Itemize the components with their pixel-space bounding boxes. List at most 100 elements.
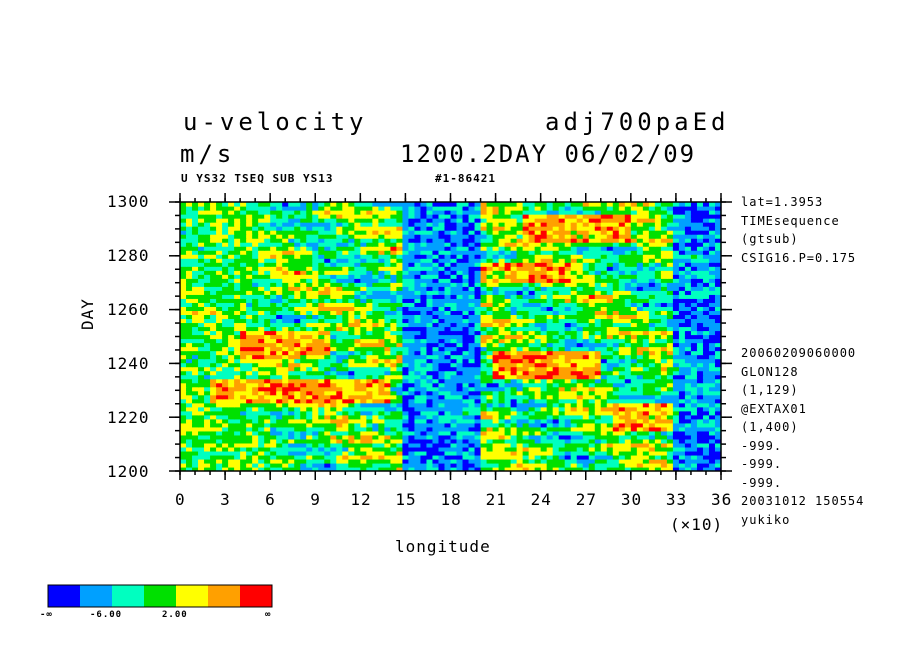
heatmap-cell [426,358,434,364]
heatmap-cell [258,262,265,267]
heatmap-cell [582,450,590,456]
heatmap-cell [180,266,187,271]
heatmap-cell [294,334,301,340]
heatmap-cell [594,270,602,275]
heatmap-cell [210,350,217,356]
heatmap-cell [270,270,277,275]
heatmap-cell [384,382,391,388]
heatmap-cell [462,458,470,464]
heatmap-cell [402,298,410,303]
heatmap-cell [300,342,307,348]
heatmap-cell [336,430,343,436]
heatmap-cell [270,286,277,291]
heatmap-cell [642,458,650,464]
heatmap-cell [582,290,590,295]
heatmap-cell [450,262,458,267]
heatmap-cell [282,438,289,444]
heatmap-cell [432,410,440,416]
heatmap-cell [684,434,692,440]
heatmap-cell [546,254,554,259]
heatmap-cell [246,378,253,384]
heatmap-cell [276,466,283,471]
heatmap-cell [672,294,680,299]
heatmap-cell [372,418,379,424]
heatmap-cell [324,342,331,348]
heatmap-cell [312,290,319,295]
heatmap-cell [474,354,482,360]
heatmap-cell [708,390,716,396]
heatmap-cell [588,458,596,464]
heatmap-cell [576,262,584,267]
heatmap-cell [198,314,205,320]
heatmap-cell [276,258,283,263]
heatmap-cell [564,398,572,404]
heatmap-cell [420,390,428,396]
heatmap-cell [324,350,331,356]
heatmap-cell [396,318,404,324]
heatmap-cell [624,362,632,368]
heatmap-cell [276,362,283,368]
heatmap-cell [630,410,638,416]
heatmap-cell [516,390,524,396]
heatmap-cell [474,406,482,412]
heatmap-cell [354,290,361,295]
heatmap-cell [474,310,482,316]
heatmap-cell [612,422,620,428]
heatmap-cell [474,274,482,279]
heatmap-cell [678,382,686,388]
heatmap-cell [378,374,385,380]
heatmap-cell [588,414,596,420]
heatmap-cell [414,306,422,311]
heatmap-cell [294,438,301,444]
heatmap-cell [420,258,428,263]
heatmap-cell [300,382,307,388]
heatmap-cell [594,434,602,440]
heatmap-cell [324,274,331,279]
heatmap-cell [204,346,211,352]
heatmap-cell [570,274,578,279]
heatmap-cell [606,294,614,299]
heatmap-cell [276,406,283,412]
heatmap-cell [180,322,187,328]
heatmap-cell [282,394,289,400]
heatmap-cell [522,398,530,404]
heatmap-cell [270,390,277,396]
heatmap-cell [474,290,482,295]
heatmap-cell [360,350,367,356]
heatmap-cell [282,358,289,364]
heatmap-cell [186,250,193,255]
heatmap-cell [456,286,464,291]
heatmap-cell [624,282,632,287]
heatmap-cell [408,270,416,275]
heatmap-cell [468,334,476,340]
heatmap-cell [516,394,524,400]
heatmap-cell [204,434,211,440]
heatmap-cell [654,286,662,291]
heatmap-cell [588,454,596,460]
heatmap-cell [252,314,259,320]
heatmap-cell [270,342,277,348]
heatmap-cell [384,362,391,368]
heatmap-cell [648,430,656,436]
heatmap-cell [252,310,259,316]
heatmap-cell [198,290,205,295]
heatmap-cell [594,322,602,328]
heatmap-cell [288,298,295,303]
heatmap-cell [204,338,211,344]
heatmap-cell [636,282,644,287]
heatmap-cell [462,426,470,432]
heatmap-cell [516,386,524,392]
heatmap-cell [474,346,482,352]
heatmap-cell [366,406,373,412]
heatmap-cell [648,258,656,263]
heatmap-cell [426,286,434,291]
heatmap-cell [246,346,253,352]
heatmap-cell [198,274,205,279]
heatmap-cell [642,434,650,440]
heatmap-cell [630,330,638,336]
heatmap-cell [342,382,349,388]
heatmap-cell [330,426,337,432]
heatmap-cell [714,350,721,356]
heatmap-cell [498,282,506,287]
heatmap-cell [198,394,205,400]
